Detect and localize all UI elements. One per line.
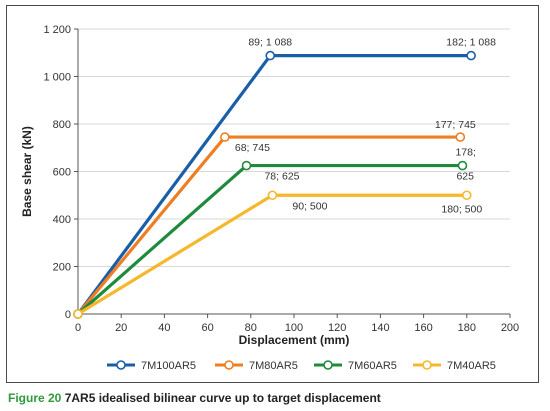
- legend-label: 7M60AR5: [348, 360, 397, 372]
- legend-marker: [422, 360, 432, 370]
- y-tick-label: 0: [65, 309, 71, 321]
- x-tick-label: 100: [285, 322, 303, 334]
- caption-figure-number: Figure 20: [8, 391, 62, 405]
- series-line-7M100AR5: [76, 53, 472, 315]
- x-axis-title: Displacement (mm): [239, 333, 350, 347]
- x-tick-label: 0: [75, 322, 81, 334]
- legend-marker: [224, 360, 234, 370]
- bilinear-curve-chart: 0 200 400 600 800 1 000 1 200 0 20 40 60 80 100 120 14…: [20, 24, 519, 372]
- data-point: [265, 50, 276, 61]
- x-tick-label: 200: [501, 322, 519, 334]
- legend-marker: [323, 360, 333, 370]
- x-tick-label: 80: [245, 322, 257, 334]
- data-label: 178;: [455, 147, 475, 159]
- data-point: [220, 132, 230, 142]
- data-point: [457, 160, 468, 171]
- legend-label: 7M100AR5: [141, 360, 196, 372]
- x-tick-label: 60: [201, 322, 213, 334]
- series-line-7M60AR5: [76, 163, 463, 316]
- data-label: 625: [456, 171, 474, 183]
- x-tick-label: 140: [371, 322, 389, 334]
- data-point: [241, 160, 252, 171]
- legend-label: 7M80AR5: [249, 360, 298, 372]
- data-label: 89; 1 088: [248, 37, 292, 49]
- x-tick-label: 180: [458, 322, 476, 334]
- data-label: 78; 625: [264, 171, 299, 183]
- data-label: 68; 745: [235, 142, 270, 154]
- y-tick-label: 1 200: [43, 24, 71, 36]
- x-tick-label: 160: [414, 322, 432, 334]
- y-tick-label: 600: [53, 167, 71, 179]
- legend-label: 7M40AR5: [447, 360, 496, 372]
- x-tick-label: 40: [158, 322, 170, 334]
- y-axis-title: Base shear (kN): [20, 126, 34, 217]
- y-tick-label: 200: [53, 262, 71, 274]
- data-point: [461, 190, 472, 201]
- data-label: 177; 745: [435, 119, 476, 131]
- data-label: 90; 500: [292, 200, 327, 212]
- x-tick-label: 120: [328, 322, 346, 334]
- data-point: [73, 309, 83, 319]
- x-tick-label: 20: [115, 322, 127, 334]
- data-label: 182; 1 088: [446, 37, 496, 49]
- data-point: [455, 132, 466, 142]
- y-tick-label: 1 000: [43, 72, 71, 84]
- data-point: [267, 190, 278, 201]
- series-line-7M80AR5: [76, 135, 461, 316]
- data-point: [466, 50, 476, 61]
- y-tick-label: 400: [53, 214, 71, 226]
- chart-frame: 0 200 400 600 800 1 000 1 200 0 20 40 60 80 100 120 14…: [6, 5, 539, 383]
- caption-text: 7AR5 idealised bilinear curve up to targ…: [61, 391, 381, 405]
- y-tick-label: 800: [53, 119, 71, 131]
- figure-caption: Figure 20 7AR5 idealised bilinear curve …: [8, 391, 381, 405]
- data-label: 180; 500: [441, 203, 482, 215]
- series-line-7M40AR5: [77, 193, 467, 316]
- legend-marker: [116, 360, 126, 370]
